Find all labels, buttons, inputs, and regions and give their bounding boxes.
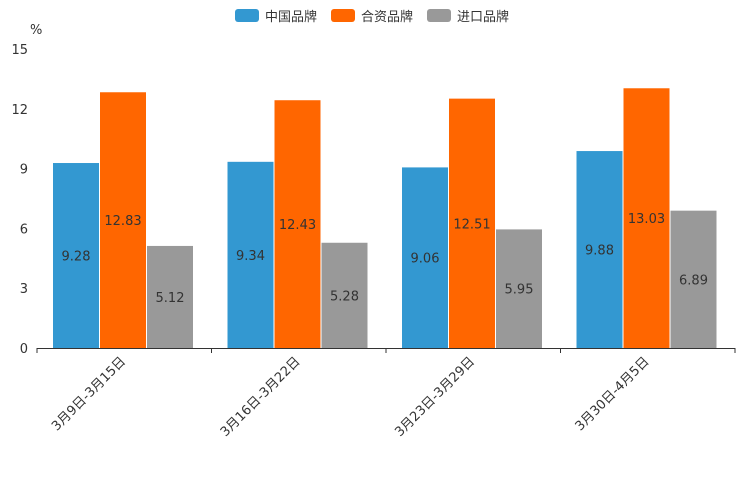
bar-value-label: 5.28 — [330, 289, 359, 304]
legend-item-2[interactable]: 进口品牌 — [427, 6, 509, 25]
bar-value-label: 12.43 — [279, 218, 316, 233]
bar-0-0[interactable] — [53, 163, 99, 348]
bar-0-1[interactable] — [227, 161, 274, 348]
x-category-label: 3月23日-3月29日 — [392, 354, 478, 440]
bar-2-3[interactable] — [670, 210, 717, 348]
x-category-label: 3月9日-3月15日 — [49, 354, 129, 434]
legend-label: 进口品牌 — [457, 10, 510, 25]
y-tick-label: 12 — [11, 103, 28, 118]
y-tick-label: 6 — [20, 222, 28, 237]
legend-item-1[interactable]: 合资品牌 — [330, 6, 413, 25]
bar-1-1[interactable] — [274, 100, 321, 348]
bar-0-3[interactable] — [576, 151, 623, 348]
bar-2-2[interactable] — [496, 229, 542, 348]
y-tick-label: 3 — [20, 282, 28, 297]
x-category-label: 3月30日-4月5日 — [573, 354, 653, 434]
legend-item-0[interactable]: 中国品牌 — [234, 6, 317, 25]
bar-value-label: 9.28 — [62, 250, 91, 265]
bar-value-label: 9.34 — [236, 249, 265, 264]
bar-value-label: 9.06 — [411, 252, 440, 267]
bar-2-0[interactable] — [147, 245, 193, 348]
legend-swatch — [234, 9, 259, 22]
legend-swatch — [427, 9, 451, 22]
bar-1-0[interactable] — [100, 92, 146, 348]
bar-value-label: 5.95 — [505, 283, 534, 298]
bar-value-label: 6.89 — [679, 273, 708, 288]
y-tick-label: 15 — [11, 43, 28, 58]
y-tick-label: 0 — [20, 342, 28, 357]
legend-label: 中国品牌 — [264, 10, 317, 25]
bar-value-label: 12.83 — [104, 214, 141, 229]
bar-1-3[interactable] — [623, 88, 670, 348]
legend-swatch — [330, 9, 355, 22]
bar-2-1[interactable] — [321, 242, 368, 348]
y-unit-label: % — [30, 23, 42, 38]
bar-value-label: 13.03 — [628, 212, 665, 227]
legend: 中国品牌 合资品牌 进口品牌 — [0, 6, 744, 25]
bar-value-label: 5.12 — [156, 291, 185, 306]
bar-value-label: 9.88 — [585, 244, 614, 259]
y-tick-label: 9 — [20, 163, 28, 178]
bar-0-2[interactable] — [402, 167, 448, 348]
legend-label: 合资品牌 — [360, 10, 413, 25]
bar-value-label: 12.51 — [453, 217, 490, 232]
x-category-label: 3月16日-3月22日 — [218, 354, 304, 440]
bar-1-2[interactable] — [449, 98, 495, 348]
